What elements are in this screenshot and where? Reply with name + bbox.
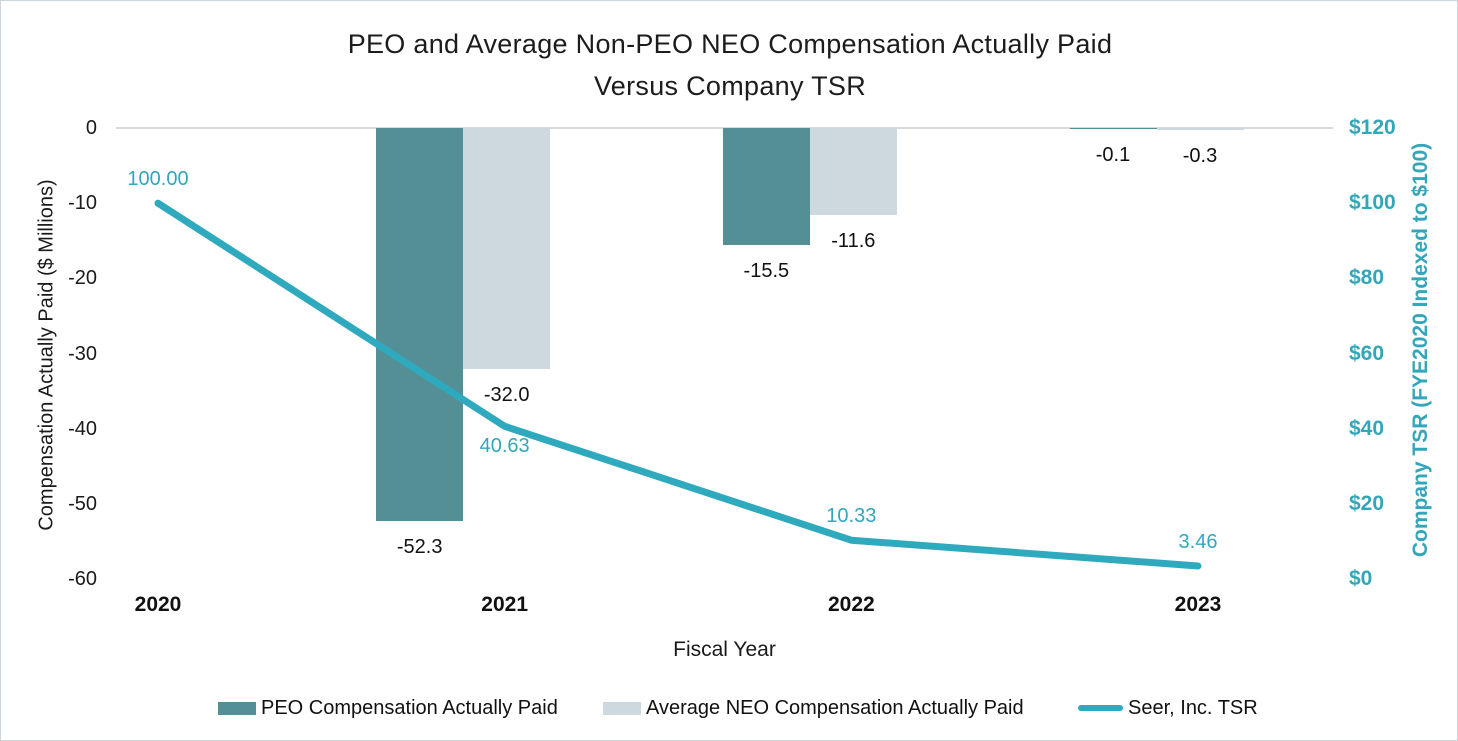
x-axis-title: Fiscal Year	[673, 638, 776, 661]
left-tick-label: -10	[68, 192, 97, 215]
legend-square-swatch-icon	[218, 701, 256, 715]
left-tick-label: 0	[85, 117, 97, 139]
right-tick-label: $0	[1349, 567, 1373, 590]
tsr-value-label: 10.33	[826, 505, 877, 528]
bar-value-label: -15.5	[743, 259, 790, 282]
left-tick-label: -50	[68, 492, 97, 515]
x-tick-label-2022: 2022	[827, 593, 875, 616]
right-tick-label: $120	[1349, 116, 1396, 139]
bar-peo-2023	[1069, 128, 1157, 129]
tsr-value-label: 40.63	[479, 435, 530, 458]
bar-value-label: -0.1	[1095, 144, 1131, 166]
chart-title: PEO and Average Non-PEO NEO Compensation…	[1, 23, 1457, 107]
bar-value-label: -52.3	[396, 536, 443, 559]
bar-value-label: -32.0	[483, 383, 530, 406]
right-tick-label: $60	[1349, 341, 1385, 365]
chart-title-line1: PEO and Average Non-PEO NEO Compensation…	[347, 29, 1113, 59]
bar-peo-2022	[722, 128, 810, 245]
legend-square-swatch-icon	[603, 701, 641, 715]
tsr-value-label: 100.00	[127, 168, 189, 191]
bar-peo-2021	[376, 128, 464, 522]
right-tick-label: $20	[1349, 491, 1385, 515]
bar-value-label: -11.6	[831, 230, 876, 253]
right-axis-title: Company TSR (FYE2020 Indexed to $100)	[1409, 142, 1432, 558]
bar-neo-2023	[1156, 128, 1244, 131]
chart-title-line2: Versus Company TSR	[593, 71, 866, 101]
left-tick-label: -60	[68, 568, 97, 590]
tsr-value-label: 3.46	[1178, 530, 1218, 553]
left-tick-label: -40	[68, 417, 97, 440]
legend-label: Seer, Inc. TSR	[1128, 696, 1258, 719]
legend-label: Average NEO Compensation Actually Paid	[646, 696, 1024, 719]
legend-item-neo: Average NEO Compensation Actually Paid	[603, 695, 1024, 721]
legend-item-peo: PEO Compensation Actually Paid	[218, 695, 558, 721]
right-tick-label: $40	[1349, 416, 1385, 440]
bar-neo-2021	[463, 128, 551, 369]
x-tick-label-2021: 2021	[481, 593, 529, 616]
legend-item-tsr: Seer, Inc. TSR	[1078, 695, 1258, 721]
bar-neo-2022	[809, 128, 897, 216]
legend-label: PEO Compensation Actually Paid	[261, 696, 558, 719]
bar-value-label: -0.3	[1182, 145, 1218, 168]
x-tick-label-2020: 2020	[134, 593, 182, 616]
legend-line-swatch-icon	[1078, 705, 1123, 711]
right-tick-label: $100	[1349, 191, 1396, 215]
tsr-line	[154, 199, 1202, 570]
left-tick-label: -30	[68, 342, 97, 365]
right-tick-label: $80	[1349, 266, 1385, 290]
x-tick-label-2023: 2023	[1174, 593, 1222, 616]
left-tick-label: -20	[68, 267, 97, 290]
